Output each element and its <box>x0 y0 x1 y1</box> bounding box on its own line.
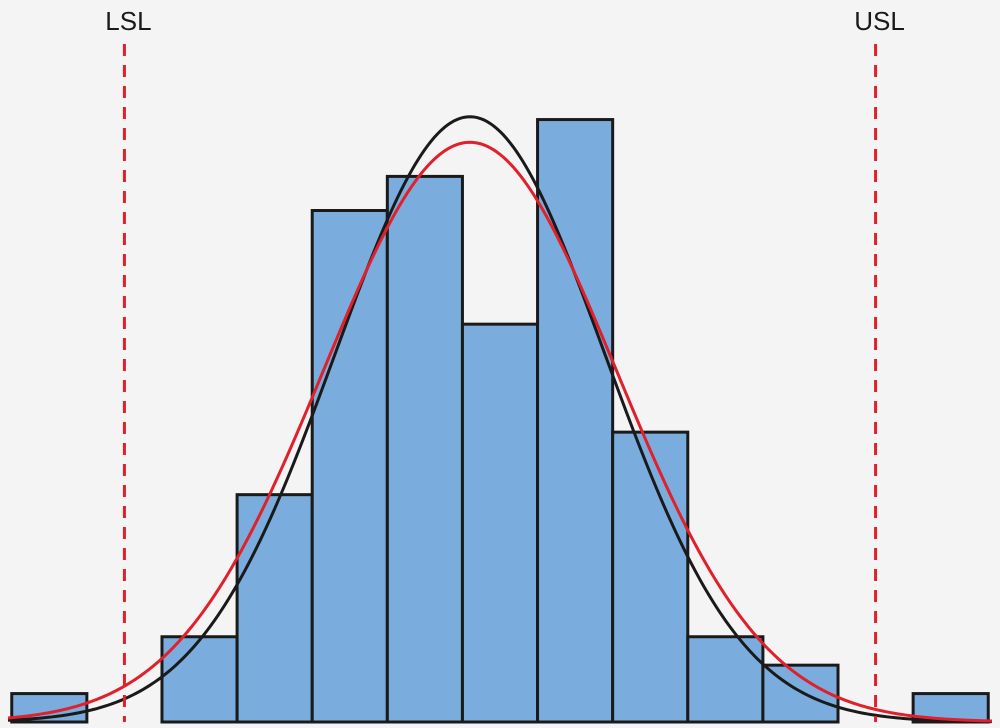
fit-curves <box>7 115 993 724</box>
spec-limits: LSL USL <box>105 6 905 722</box>
histogram-bar-4 <box>310 209 389 724</box>
fit-curve-black <box>7 115 993 724</box>
fit-curve-red <box>7 140 993 723</box>
histogram-bar-9 <box>686 635 765 724</box>
histogram-bar-8 <box>611 430 690 724</box>
histogram-bar-5 <box>385 174 464 724</box>
histogram-bar-6 <box>460 322 540 724</box>
usl-label: USL <box>854 6 905 36</box>
lsl-label: LSL <box>105 6 151 36</box>
histogram-bar-3 <box>235 493 314 724</box>
histogram-bar-2 <box>160 635 239 724</box>
histogram-bars <box>10 118 990 724</box>
histogram-bar-12 <box>911 692 990 724</box>
